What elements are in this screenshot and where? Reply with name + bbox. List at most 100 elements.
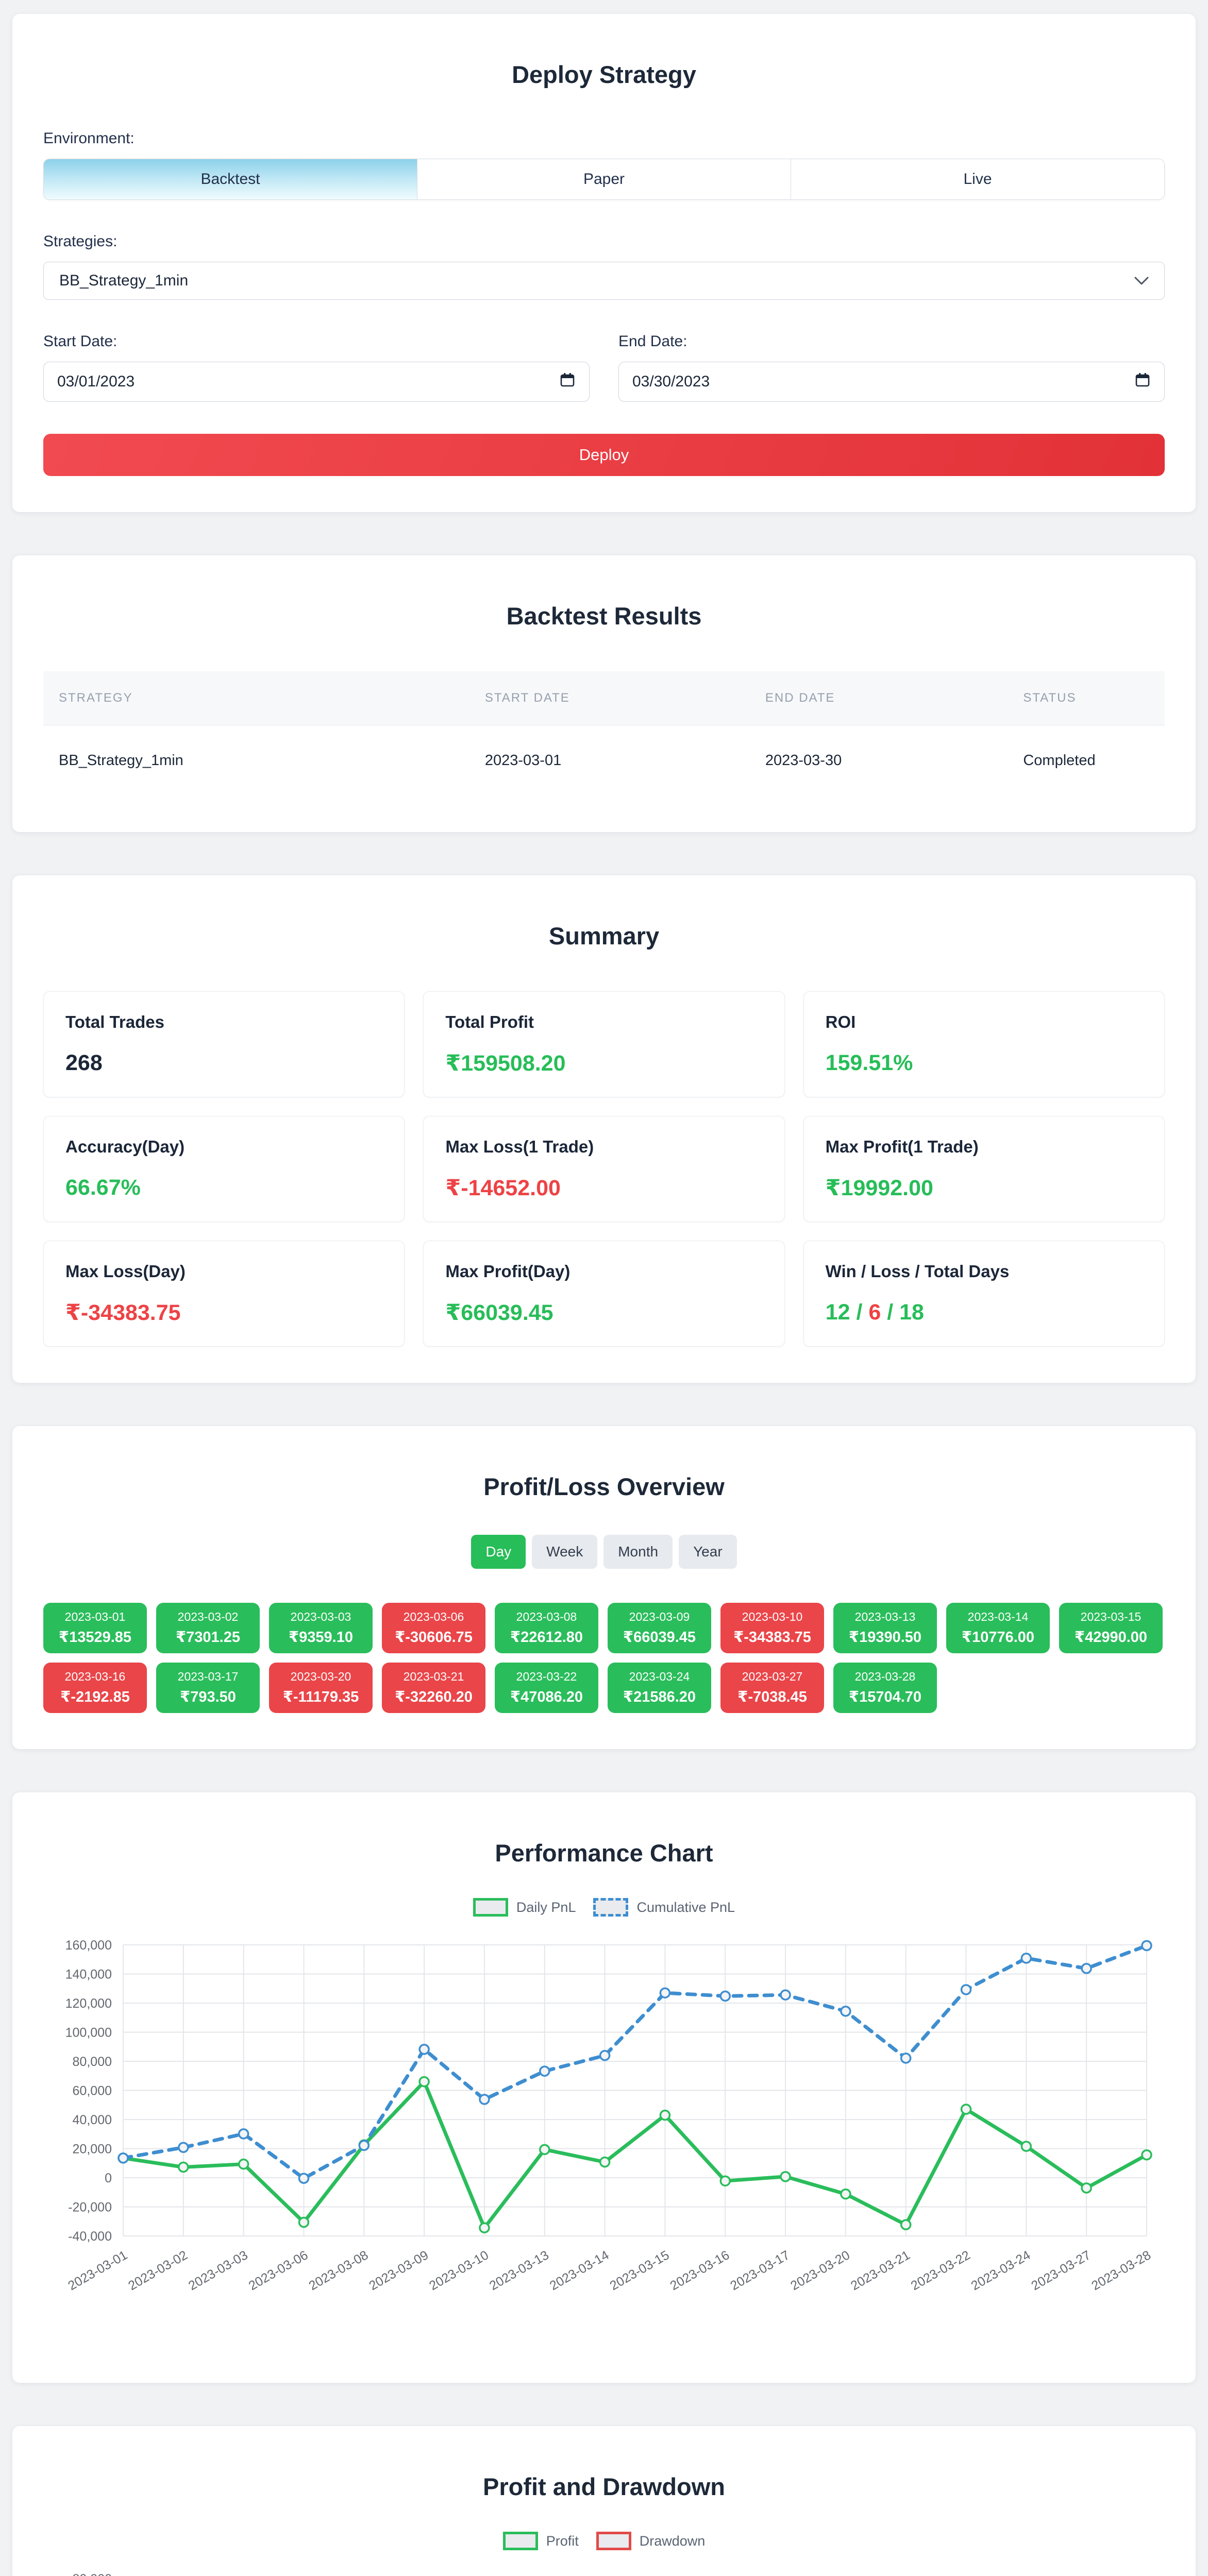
pnl-tab-month[interactable]: Month (603, 1535, 673, 1569)
backtest-column-header: END DATE (749, 671, 1008, 725)
pnl-chip: 2023-03-13 ₹19390.50 (833, 1603, 937, 1653)
pnl-chip: 2023-03-01 ₹13529.85 (43, 1603, 147, 1653)
pnl-chip: 2023-03-15 ₹42990.00 (1059, 1603, 1163, 1653)
environment-tabs: Backtest Paper Live (43, 159, 1165, 200)
summary-card-label: Max Loss(1 Trade) (445, 1137, 594, 1156)
summary-card-value: ₹159508.20 (445, 1051, 566, 1076)
summary-card-value: ₹19992.00 (825, 1176, 933, 1200)
svg-text:2023-03-14: 2023-03-14 (547, 2248, 612, 2293)
summary-card-value: ₹-14652.00 (445, 1176, 561, 1200)
svg-text:0: 0 (105, 2171, 112, 2185)
legend-label: Cumulative PnL (636, 1899, 735, 1915)
pnl-chip-date: 2023-03-01 (64, 1610, 126, 1623)
pnl-chip: 2023-03-16 ₹-2192.85 (43, 1663, 147, 1713)
svg-text:-20,000: -20,000 (68, 2200, 112, 2215)
legend-swatch (473, 1898, 508, 1917)
backtest-table-header: STRATEGY START DATE END DATE STATUS (43, 671, 1165, 725)
end-date-input[interactable]: 03/30/2023 (618, 362, 1165, 402)
legend-item-profit[interactable]: Profit (502, 2532, 579, 2550)
legend-item-cumulative-pnl[interactable]: Cumulative PnL (593, 1898, 735, 1917)
backtest-column-header: STATUS (1008, 671, 1165, 725)
summary-title: Summary (548, 922, 660, 950)
summary-card-value: 12 / 6 / 18 (826, 1300, 1143, 1325)
pnl-chip: 2023-03-28 ₹15704.70 (833, 1663, 937, 1713)
pnl-chip-date: 2023-03-20 (290, 1670, 351, 1683)
pnl-chip-date: 2023-03-09 (629, 1610, 690, 1623)
pnl-chip-date: 2023-03-27 (742, 1670, 803, 1683)
pnl-tab-year[interactable]: Year (679, 1535, 737, 1569)
svg-text:2023-03-20: 2023-03-20 (788, 2248, 852, 2293)
pnl-chip-value: ₹42990.00 (1074, 1629, 1148, 1646)
svg-text:2023-03-27: 2023-03-27 (1029, 2248, 1093, 2293)
svg-text:160,000: 160,000 (65, 1938, 112, 1953)
deploy-strategy-card: Deploy Strategy Environment: Backtest Pap… (12, 14, 1196, 512)
backtest-results-table: STRATEGY START DATE END DATE STATUS BB_Stra… (43, 671, 1165, 796)
svg-text:2023-03-15: 2023-03-15 (608, 2248, 672, 2293)
profit-drawdown-chart: 80,00060,00040,00020,0000-20,000-40,0002… (43, 2566, 1165, 2576)
svg-text:2023-03-08: 2023-03-08 (307, 2248, 371, 2293)
summary-card-value: 159.51% (825, 1050, 913, 1075)
summary-card-label: Win / Loss / Total Days (825, 1262, 1010, 1281)
pnl-chip-date: 2023-03-10 (742, 1610, 803, 1623)
calendar-icon[interactable] (559, 371, 576, 392)
summary-card-label: ROI (825, 1012, 856, 1031)
svg-text:60,000: 60,000 (73, 2084, 112, 2098)
svg-text:2023-03-22: 2023-03-22 (909, 2248, 973, 2293)
backtest-results-title: Backtest Results (506, 602, 702, 630)
profit-drawdown-card: Profit and Drawdown Profit Drawdown 80,00… (12, 2426, 1196, 2576)
summary-card-label: Total Trades (65, 1012, 164, 1031)
summary-card-label: Max Loss(Day) (65, 1262, 186, 1281)
pnl-tab-day[interactable]: Day (471, 1535, 526, 1569)
summary-card-value: 268 (65, 1050, 103, 1075)
pnl-chip: 2023-03-08 ₹22612.80 (495, 1603, 598, 1653)
summary-value-part: 6 (868, 1300, 881, 1325)
pnl-chip: 2023-03-24 ₹21586.20 (608, 1663, 711, 1713)
start-date-input[interactable]: 03/01/2023 (43, 362, 590, 402)
performance-chart-title: Performance Chart (495, 1839, 713, 1867)
calendar-icon[interactable] (1134, 371, 1151, 392)
backtest-strategy-cell: BB_Strategy_1min (59, 752, 183, 769)
env-tab-backtest[interactable]: Backtest (44, 159, 417, 199)
pnl-chip-date: 2023-03-15 (1080, 1610, 1142, 1623)
pnl-chip-value: ₹793.50 (180, 1689, 236, 1705)
pnl-chip-value: ₹-7038.45 (737, 1689, 807, 1705)
strategies-label: Strategies: (43, 233, 118, 250)
summary-card-label: Max Profit(Day) (445, 1262, 571, 1281)
summary-card-value: ₹66039.45 (445, 1300, 553, 1325)
pnl-chip-value: ₹-11179.35 (282, 1689, 359, 1705)
svg-text:120,000: 120,000 (65, 1996, 112, 2011)
summary-card-item: Accuracy(Day) 66.67% (43, 1116, 405, 1222)
pnl-chip-value: ₹-30606.75 (395, 1629, 473, 1646)
svg-text:2023-03-10: 2023-03-10 (427, 2248, 491, 2293)
strategy-select[interactable]: BB_Strategy_1min (43, 262, 1165, 300)
pnl-chip: 2023-03-17 ₹793.50 (156, 1663, 260, 1713)
legend-label: Daily PnL (516, 1899, 576, 1915)
summary-card-label: Total Profit (445, 1012, 534, 1031)
end-date-value: 03/30/2023 (632, 373, 710, 390)
pnl-chip: 2023-03-21 ₹-32260.20 (382, 1663, 485, 1713)
performance-chart: 160,000 140,000 120,000 100,000 80,000 60,000… (43, 1932, 1165, 2347)
pnl-tab-week[interactable]: Week (532, 1535, 598, 1569)
end-date-label: End Date: (618, 333, 687, 350)
pnl-chip: 2023-03-14 ₹10776.00 (946, 1603, 1050, 1653)
pnl-chip-date: 2023-03-02 (177, 1610, 239, 1623)
env-tab-paper[interactable]: Paper (417, 159, 791, 199)
legend-label: Profit (546, 2533, 579, 2549)
pnl-chip-value: ₹66039.45 (623, 1629, 696, 1646)
pnl-chip-date: 2023-03-03 (290, 1610, 351, 1623)
date-row: Start Date: 03/01/2023 End Date: 03/30/2… (43, 333, 1165, 402)
env-tab-live[interactable]: Live (791, 159, 1164, 199)
svg-text:40,000: 40,000 (73, 2113, 112, 2127)
pnl-chip-date: 2023-03-21 (403, 1670, 464, 1683)
pnl-chip-date: 2023-03-22 (516, 1670, 577, 1683)
chevron-down-icon (1134, 272, 1149, 290)
deploy-button[interactable]: Deploy (43, 434, 1165, 476)
pnl-chip-value: ₹10776.00 (961, 1629, 1035, 1646)
pnl-chip-value: ₹-2192.85 (60, 1689, 130, 1705)
profit-drawdown-title: Profit and Drawdown (483, 2473, 725, 2500)
svg-text:2023-03-21: 2023-03-21 (848, 2248, 913, 2293)
start-date-group: Start Date: 03/01/2023 (43, 333, 590, 402)
legend-item-daily-pnl[interactable]: Daily PnL (473, 1898, 576, 1917)
legend-item-drawdown[interactable]: Drawdown (596, 2532, 705, 2550)
svg-text:2023-03-16: 2023-03-16 (667, 2248, 732, 2293)
